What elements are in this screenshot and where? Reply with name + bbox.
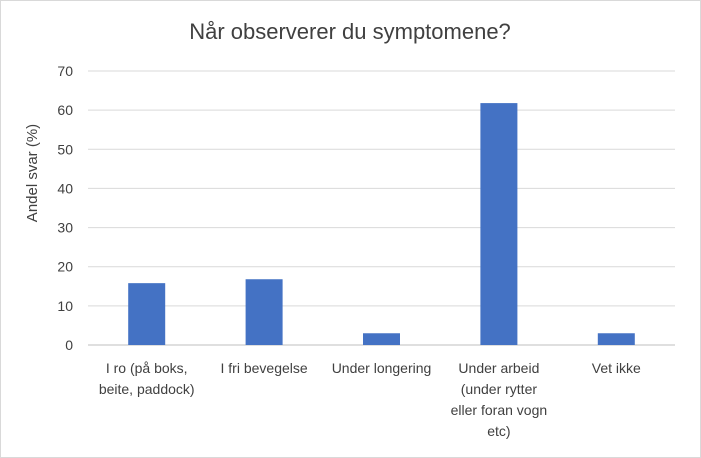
bar <box>245 279 283 345</box>
y-tick-label: 0 <box>65 337 73 353</box>
y-tick-label: 50 <box>57 141 73 157</box>
y-tick-label: 30 <box>57 220 73 236</box>
bar <box>480 103 518 346</box>
bar <box>128 283 166 345</box>
bars <box>128 103 635 346</box>
bar <box>363 333 400 345</box>
bar <box>597 333 635 345</box>
x-category-label: Vet ikke <box>592 360 641 376</box>
y-tick-label: 20 <box>57 259 73 275</box>
y-tick-label: 40 <box>57 180 73 196</box>
y-tick-label: 60 <box>57 102 73 118</box>
x-category-label: Under arbeid <box>458 360 539 376</box>
y-tick-label: 10 <box>57 298 73 314</box>
x-category-label: Under longering <box>332 360 432 376</box>
y-axis-label: Andel svar (%) <box>24 124 41 222</box>
x-category-labels: I ro (på boks, beite, paddock) I fri beveg… <box>99 360 641 439</box>
y-tick-labels: 0 10 20 30 40 50 60 70 <box>57 63 73 353</box>
x-category-label: etc) <box>487 423 510 439</box>
x-category-label: I fri bevegelse <box>221 360 308 376</box>
y-tick-label: 70 <box>57 63 73 79</box>
gridlines <box>88 70 675 346</box>
x-category-label: (under rytter <box>461 381 538 397</box>
chart-title: Når observerer du symptomene? <box>189 19 511 44</box>
x-category-label: beite, paddock) <box>99 381 195 397</box>
x-category-label: eller foran vogn <box>451 402 548 418</box>
x-category-label: I ro (på boks, <box>106 360 188 376</box>
